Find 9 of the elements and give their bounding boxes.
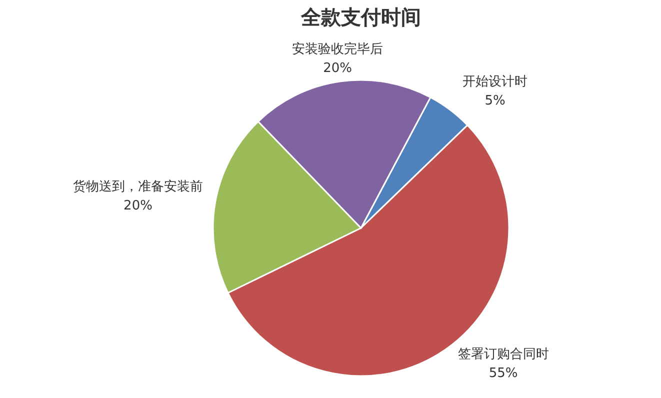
slice-label: 安装验收完毕后 [292, 40, 384, 57]
data-label: 5% [484, 93, 506, 108]
slice-label: 开始设计时 [462, 74, 528, 90]
data-label: 55% [488, 366, 518, 382]
data-label: 20% [323, 60, 352, 76]
slice-label: 签署订购合同时 [458, 347, 549, 362]
data-label: 20% [124, 198, 152, 214]
slice-label: 货物送到，准备安装前 [73, 178, 203, 195]
chart-title: 全款支付时间 [300, 5, 421, 29]
